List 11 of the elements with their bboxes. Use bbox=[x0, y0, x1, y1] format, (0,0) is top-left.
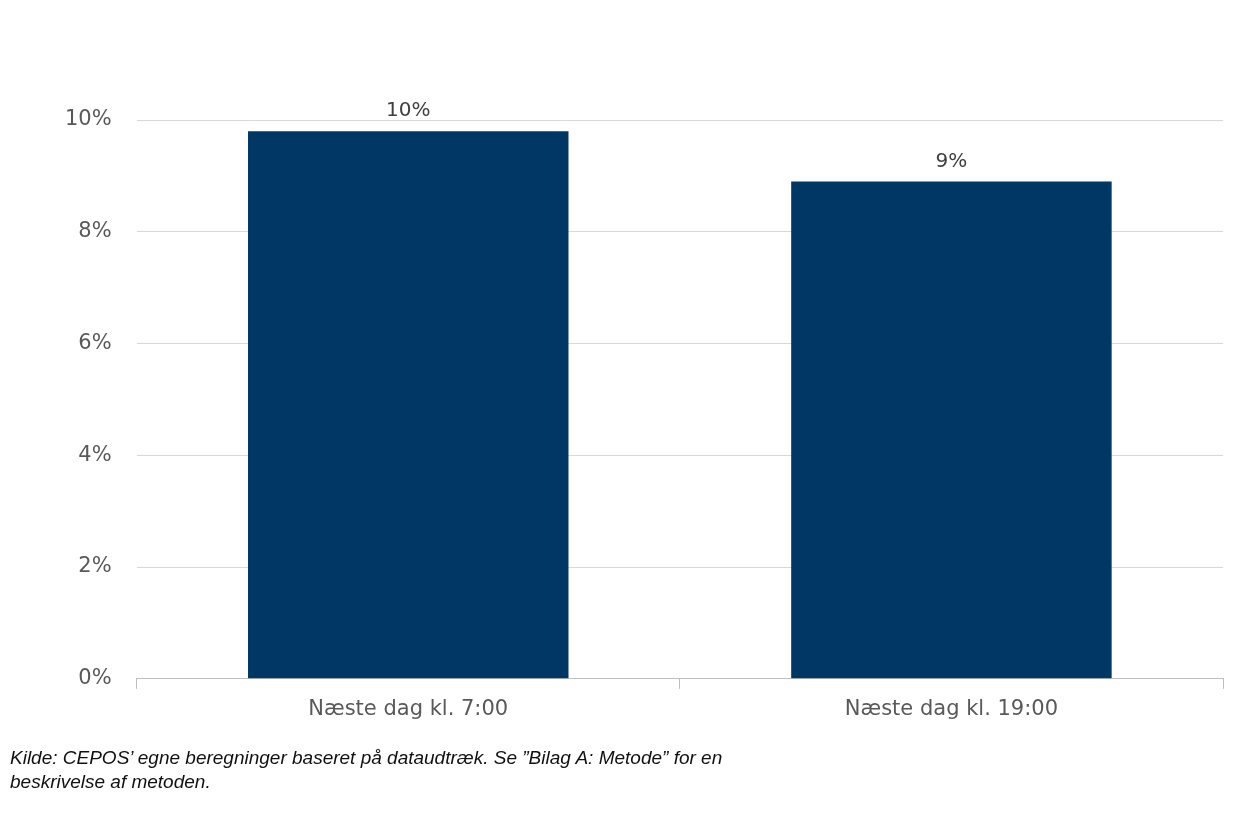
y-tick-label: 0% bbox=[78, 665, 112, 690]
x-tick-label: Næste dag kl. 19:00 bbox=[844, 695, 1058, 720]
text: Kilde: CEPOS’ egne beregninger baseret på dataudtræk. Se ”Bilag A: Metode” for en beskrivelse af metoden. bbox=[10, 746, 724, 794]
y-tick-label: 6% bbox=[78, 329, 112, 354]
y-tick-label: 10% bbox=[64, 106, 112, 131]
y-tick-label: 4% bbox=[78, 441, 112, 466]
data-label: 9% bbox=[935, 147, 968, 172]
y-tick-label: 2% bbox=[78, 553, 112, 578]
y-tick-label: 8% bbox=[78, 218, 112, 243]
x-tick-label: Næste dag kl. 7:00 bbox=[308, 695, 509, 720]
data-label: 10% bbox=[386, 97, 431, 122]
